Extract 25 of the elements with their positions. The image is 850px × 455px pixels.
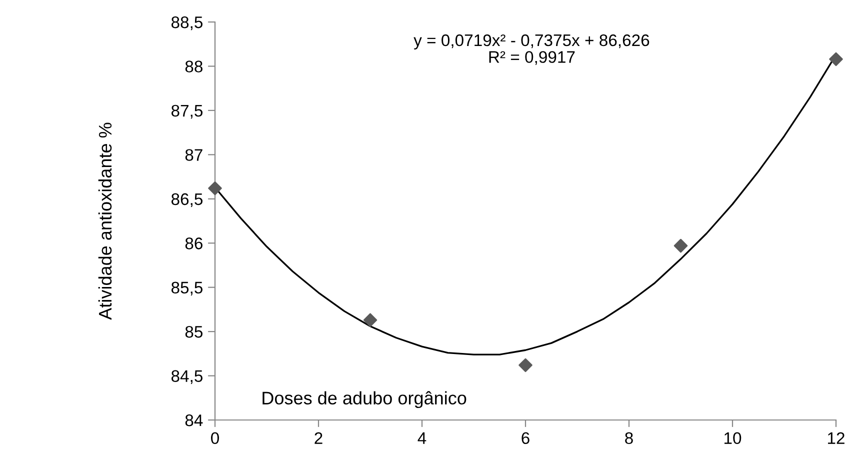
x-axis-title: Doses de adubo orgânico <box>262 391 466 408</box>
point <box>518 358 532 372</box>
x-tick-label: 6 <box>522 432 530 444</box>
y-axis-title: Atividade antioxidante % <box>98 122 112 320</box>
y-tick-label: 87,5 <box>171 104 202 119</box>
y-tick-label: 84 <box>185 414 203 426</box>
y-tick-label: 86 <box>185 238 202 250</box>
y-tick-label: 88,5 <box>171 16 202 30</box>
y-tick-label: 85 <box>185 326 202 338</box>
point <box>208 181 222 196</box>
y-tick-label: 84,5 <box>171 370 202 384</box>
y-tick-label: 85,5 <box>171 282 202 296</box>
point <box>674 238 688 253</box>
y-tick-label: 88 <box>185 60 202 72</box>
y-tick-label: 86,5 <box>171 193 202 208</box>
y-tick-label: 87 <box>185 149 202 161</box>
annotation: y = 0,0719x² - 0,7375x + 86,626 R² = 0,9917 <box>414 34 650 65</box>
x-tick-label: 4 <box>418 432 426 444</box>
x-tick-label: 8 <box>625 432 633 444</box>
x-tick-label: 10 <box>724 432 742 444</box>
x-tick-label: 2 <box>314 432 322 444</box>
point <box>363 313 378 327</box>
point <box>829 52 843 66</box>
x-tick-label: 0 <box>211 432 219 444</box>
x-tick-label: 12 <box>828 432 844 444</box>
